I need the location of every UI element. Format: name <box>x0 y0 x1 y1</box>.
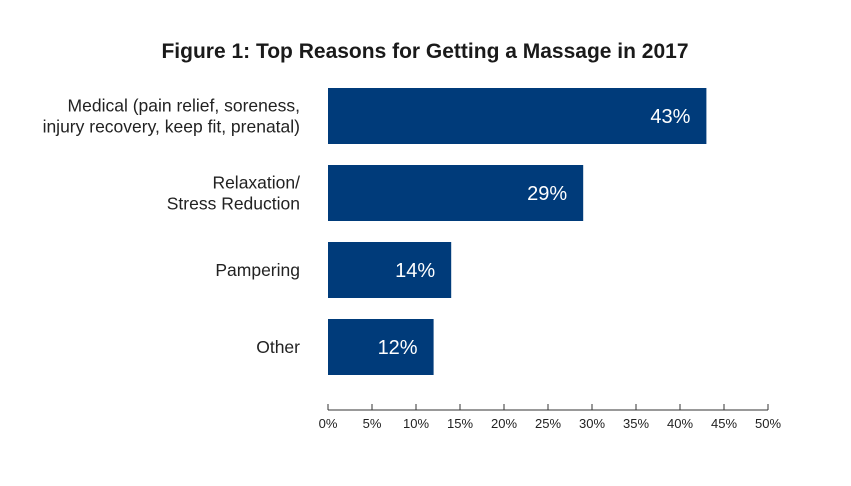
x-tick-label-9: 45% <box>711 416 737 431</box>
category-label-1-line-2: injury recovery, keep fit, prenatal) <box>43 117 300 137</box>
x-axis: 0% 5% 10% 15% 20% 25% 30% 35% 40% 45% 50% <box>319 404 781 431</box>
bar-4 <box>328 319 434 375</box>
category-labels: Medical (pain relief, soreness,injury re… <box>43 96 301 358</box>
bar-1 <box>328 88 707 144</box>
category-label-2-line-2: Stress Reduction <box>167 194 300 214</box>
chart-title: Figure 1: Top Reasons for Getting a Mass… <box>161 40 688 63</box>
x-tick-label-0: 0% <box>319 416 338 431</box>
x-tick-label-1: 5% <box>363 416 382 431</box>
category-label-3-line-1: Pampering <box>215 260 300 280</box>
x-tick-label-3: 15% <box>447 416 473 431</box>
x-tick-label-2: 10% <box>403 416 429 431</box>
data-label-4: 12% <box>378 337 418 359</box>
x-tick-label-4: 20% <box>491 416 517 431</box>
x-tick-label-5: 25% <box>535 416 561 431</box>
x-tick-label-10: 50% <box>755 416 781 431</box>
bar-2 <box>328 165 584 221</box>
x-tick-label-8: 40% <box>667 416 693 431</box>
data-label-1: 43% <box>650 106 690 128</box>
category-label-1-line-1: Medical (pain relief, soreness, <box>68 96 300 116</box>
bars-layer: 43% 29% 14% 12% <box>328 88 707 375</box>
category-label-2-line-1: Relaxation/ <box>212 173 300 193</box>
bar-3 <box>328 242 452 298</box>
x-tick-label-7: 35% <box>623 416 649 431</box>
data-label-3: 14% <box>395 260 435 282</box>
category-label-4-line-1: Other <box>256 337 300 357</box>
data-label-2: 29% <box>527 183 567 205</box>
x-tick-label-6: 30% <box>579 416 605 431</box>
